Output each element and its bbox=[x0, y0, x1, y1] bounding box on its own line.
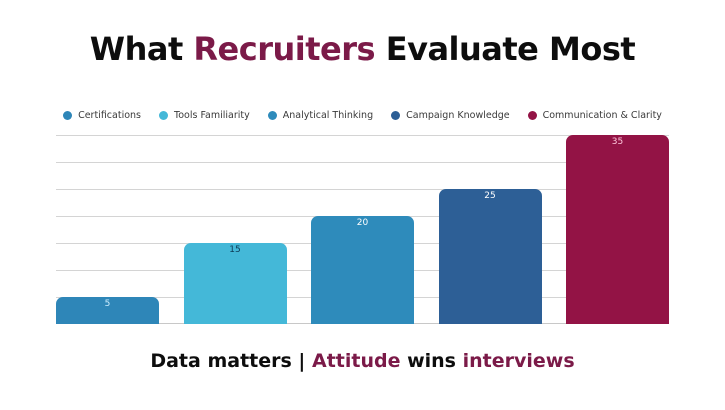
gridline bbox=[56, 162, 669, 163]
legend-label: Communication & Clarity bbox=[542, 110, 662, 121]
legend-marker-icon bbox=[159, 111, 169, 120]
legend-marker-icon bbox=[391, 111, 401, 120]
bar-value-label: 20 bbox=[356, 218, 369, 228]
legend-label: Tools Familiarity bbox=[174, 110, 250, 121]
title-part-1: What bbox=[89, 30, 194, 68]
bar-value-label: 25 bbox=[484, 191, 496, 201]
chart-title: What Recruiters Evaluate Most bbox=[0, 30, 725, 68]
legend-label: Certifications bbox=[78, 110, 142, 121]
plot-area: 5 15 20 25 35 bbox=[56, 135, 669, 324]
footer-part-2: wins bbox=[400, 350, 463, 372]
bar-analytical-thinking[interactable]: 20 bbox=[311, 216, 414, 324]
footer-part-1: Data matters | bbox=[150, 350, 312, 372]
title-highlight: Recruiters bbox=[193, 30, 376, 68]
chart-legend: Certifications Tools Familiarity Analytica… bbox=[0, 110, 725, 121]
legend-item[interactable]: Tools Familiarity bbox=[159, 110, 250, 121]
bar-tools-familiarity[interactable]: 15 bbox=[183, 243, 287, 324]
bar-communication-clarity[interactable]: 35 bbox=[566, 135, 669, 324]
legend-label: Campaign Knowledge bbox=[406, 110, 510, 121]
title-part-2: Evaluate Most bbox=[375, 30, 636, 68]
bar-value-label: 5 bbox=[104, 299, 111, 309]
bar-certifications[interactable]: 5 bbox=[56, 297, 159, 324]
legend-marker-icon bbox=[63, 111, 73, 120]
bar-value-label: 15 bbox=[229, 245, 241, 255]
gridline bbox=[56, 135, 669, 136]
legend-marker-icon bbox=[527, 111, 537, 120]
footer-highlight-attitude: Attitude bbox=[311, 350, 401, 372]
bar-value-label: 35 bbox=[611, 137, 624, 147]
legend-item[interactable]: Communication & Clarity bbox=[527, 110, 662, 121]
bar-campaign-knowledge[interactable]: 25 bbox=[438, 189, 542, 324]
gridline bbox=[56, 189, 669, 190]
legend-marker-icon bbox=[267, 111, 277, 120]
footer-tagline: Data matters | Attitude wins interviews bbox=[0, 350, 725, 372]
legend-item[interactable]: Analytical Thinking bbox=[267, 110, 374, 121]
legend-item[interactable]: Campaign Knowledge bbox=[391, 110, 510, 121]
legend-label: Analytical Thinking bbox=[282, 110, 374, 121]
legend-item[interactable]: Certifications bbox=[63, 110, 141, 121]
footer-highlight-interviews: interviews bbox=[462, 350, 575, 372]
